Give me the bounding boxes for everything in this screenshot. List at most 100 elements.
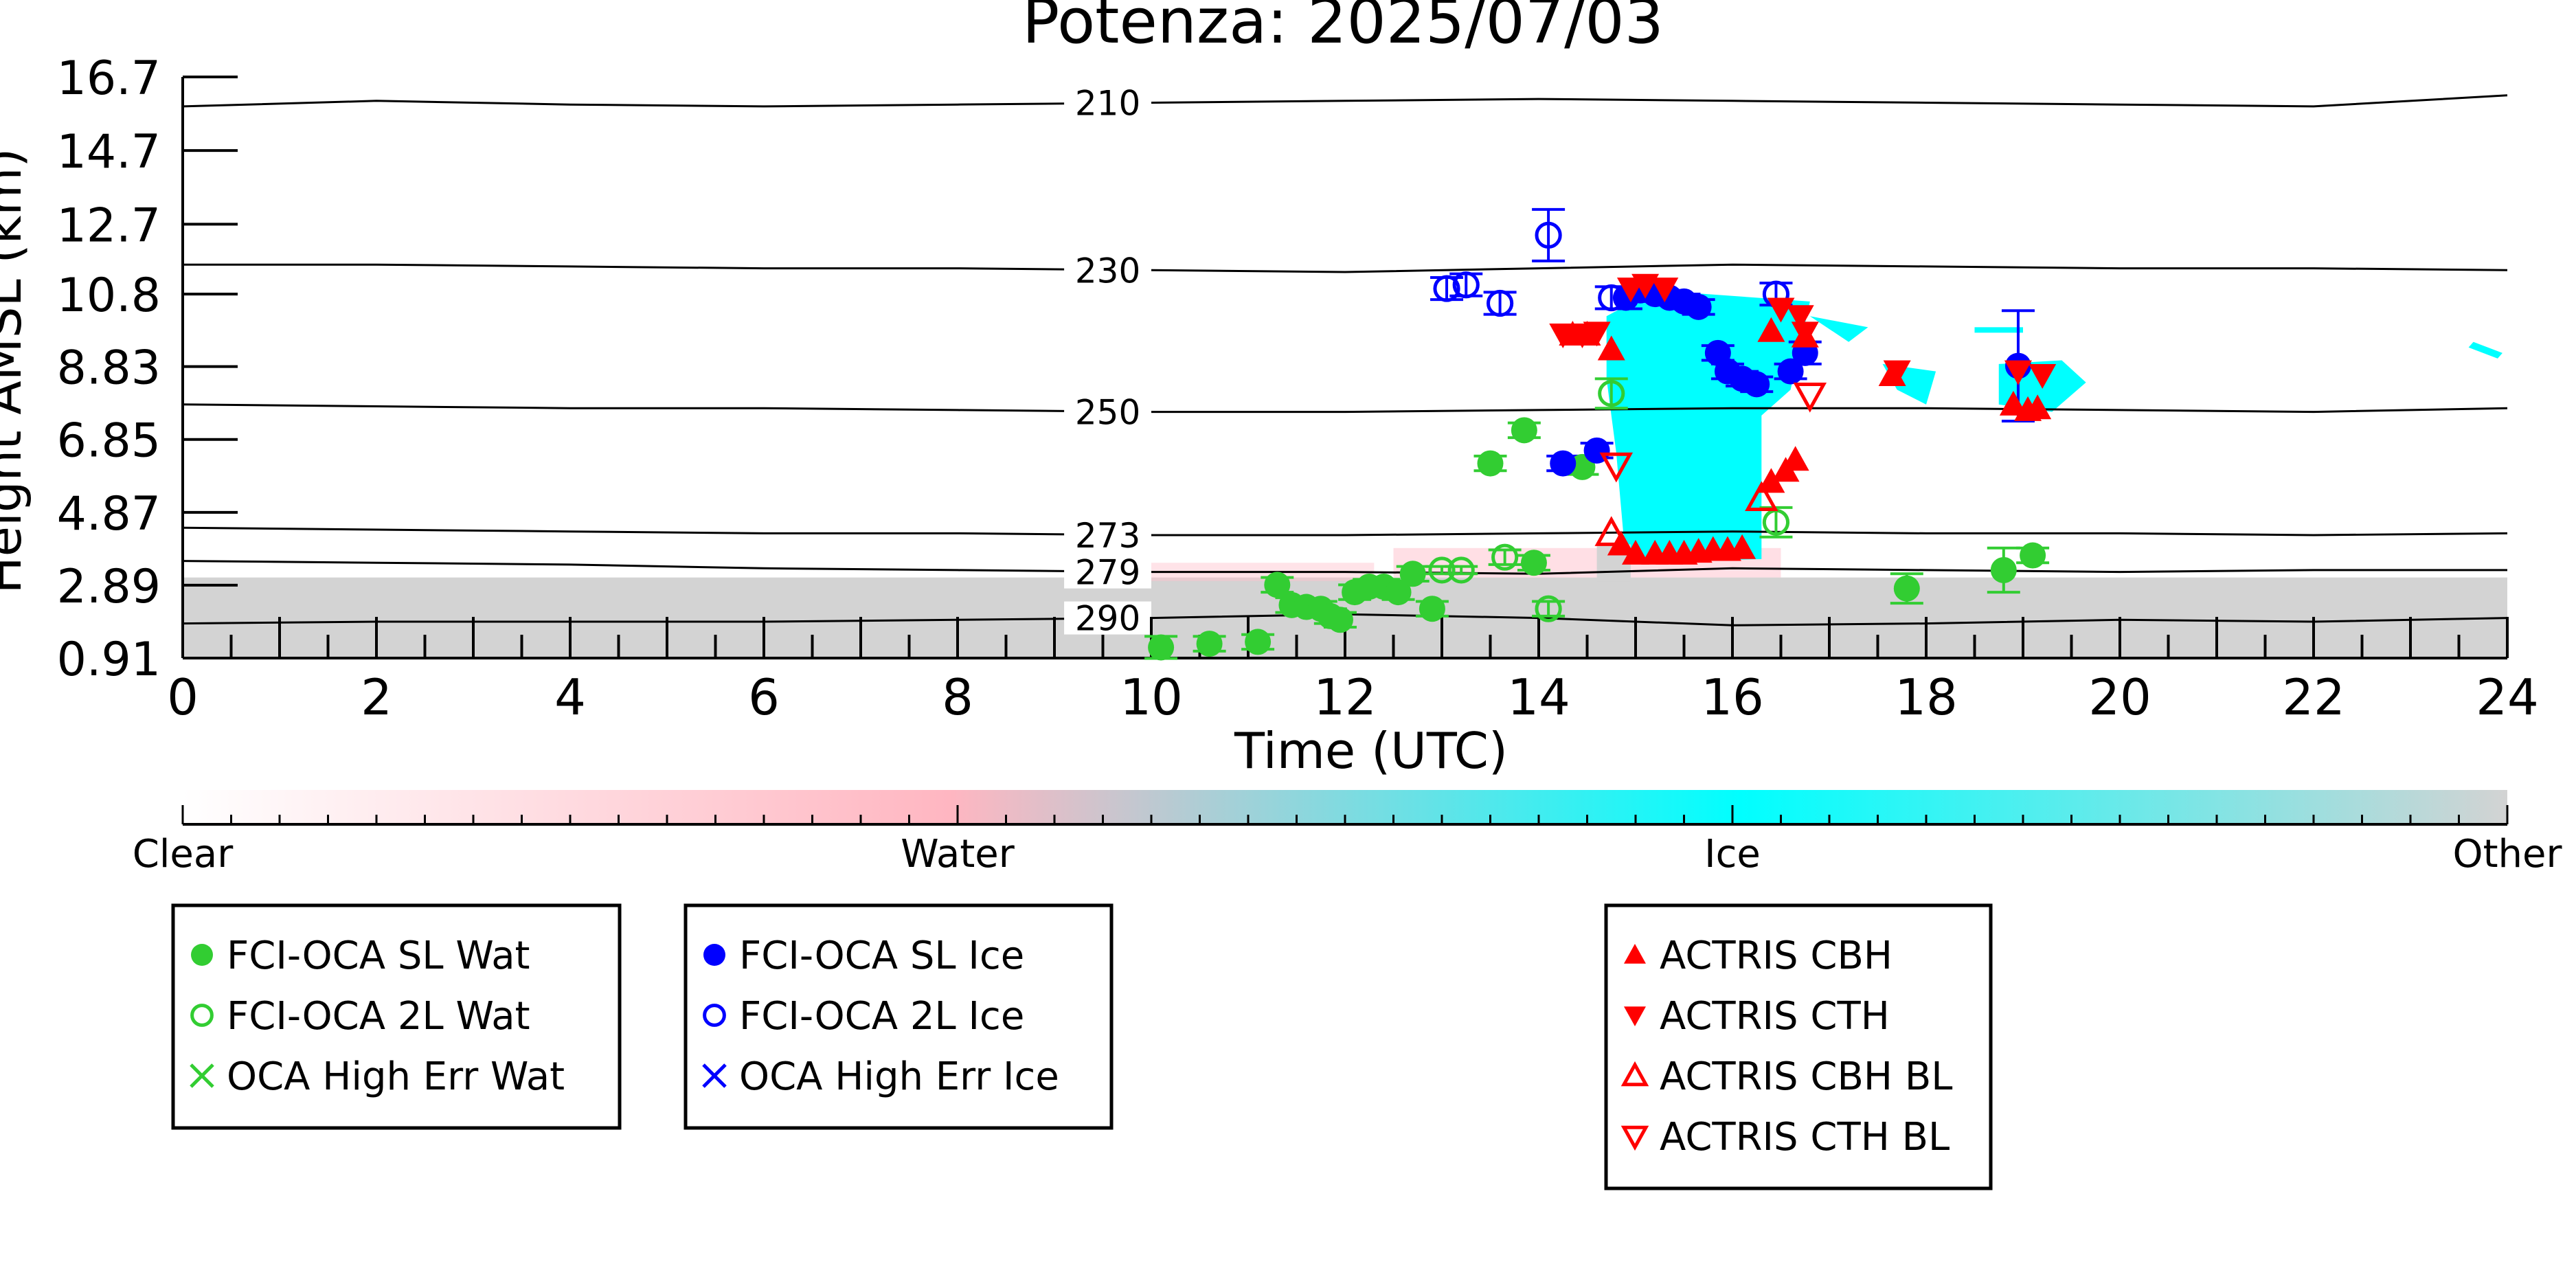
isotherm-label: 250 [1075, 393, 1140, 433]
legend-box-3: ACTRIS CBH ACTRIS CTH ACTRIS CBH BL ACTRIS … [1604, 903, 1993, 1190]
y-tick-label: 12.7 [57, 199, 161, 253]
fci-oca-2l-ice-marker [1598, 284, 1625, 312]
y-axis-label: Height AMSL (km) [0, 148, 32, 594]
fci-oca-sl-wat-marker [1893, 575, 1920, 602]
fci-oca-sl-wat-marker [1326, 607, 1353, 633]
fci-oca-sl-wat-marker [1264, 572, 1291, 598]
legend-label: ACTRIS CTH [1660, 994, 1890, 1039]
x-tick-label: 22 [2282, 668, 2345, 726]
fci-oca-sl-ice-marker [1550, 450, 1577, 477]
x-axis-label: Time (UTC) [1234, 722, 1508, 780]
y-tick-label: 8.83 [57, 341, 161, 396]
x-tick-label: 8 [942, 668, 973, 726]
legend-marker [702, 1063, 727, 1088]
x-tick-label: 24 [2476, 668, 2539, 726]
isotherm-label: 279 [1075, 553, 1140, 593]
isotherm-279 [182, 560, 2507, 575]
y-tick-label: 0.91 [57, 633, 161, 687]
mask-ice-patch [1809, 316, 1868, 342]
actris-cth-marker [1583, 321, 1611, 347]
actris-cth-bl-marker [1793, 382, 1827, 413]
mask-ice-patch [2468, 341, 2502, 359]
fci-oca-sl-wat-marker [1511, 417, 1537, 444]
actris-cth-marker [2029, 363, 2057, 389]
legend-label: OCA High Err Ice [739, 1054, 1059, 1099]
actris-cth-marker [1791, 321, 1819, 347]
actris-cth-marker [1883, 360, 1911, 385]
fci-oca-2l-wat-marker [1491, 543, 1519, 571]
legend-box-2: FCI-OCA SL Ice FCI-OCA 2L Ice OCA High Err… [683, 903, 1114, 1130]
colorbar-label-ice: Ice [1704, 832, 1761, 877]
fci-oca-sl-wat-marker [1196, 631, 1223, 657]
isotherm-250 [182, 403, 2508, 414]
fci-oca-sl-wat-marker [1419, 596, 1445, 622]
isotherm-label-bg [1064, 86, 1151, 120]
x-tick-label: 10 [1120, 668, 1183, 726]
legend-label: ACTRIS CBH BL [1660, 1054, 1952, 1099]
actris-cth-bl-marker [1599, 452, 1634, 483]
actris-cbh-bl-marker [1745, 481, 1778, 511]
legend-marker [1624, 1006, 1646, 1026]
x-stroke [190, 1063, 214, 1088]
isotherm-label: 230 [1075, 251, 1140, 291]
legend-label: FCI-OCA 2L Ice [739, 994, 1024, 1039]
legend-marker [1620, 1061, 1649, 1087]
x-tick-label: 2 [361, 668, 392, 726]
fci-oca-sl-ice-marker [1777, 358, 1804, 385]
legend-marker [190, 1063, 214, 1088]
actris-cbh-marker [1757, 317, 1785, 342]
cloud-mask-background [183, 290, 2507, 658]
chart-title: Potenza: 2025/07/03 [1022, 0, 1664, 58]
fci-oca-2l-wat-marker [1598, 380, 1625, 407]
y-tick-label: 4.87 [57, 487, 161, 541]
y-tick-label: 6.85 [57, 414, 161, 468]
x-tick-label: 6 [748, 668, 780, 726]
fci-oca-sl-wat-marker [2020, 542, 2046, 569]
actris-cbh-marker [1728, 534, 1756, 559]
fci-oca-2l-ice-marker [1433, 275, 1460, 302]
legend-marker [191, 944, 213, 966]
actris-cth-marker [1549, 324, 1577, 349]
data-markers [1148, 221, 2057, 661]
actris-cbh-marker [1999, 390, 2027, 416]
x-tick-label: 18 [1895, 668, 1958, 726]
actris-cbh-marker [1781, 446, 1809, 471]
y-tick-label: 10.8 [57, 269, 161, 323]
legend-marker [703, 1004, 726, 1027]
isotherm-label: 290 [1075, 599, 1140, 639]
fci-oca-2l-wat-marker [1428, 556, 1456, 584]
x-tick-label: 4 [554, 668, 586, 726]
colorbar-label-water: Water [901, 832, 1015, 877]
isotherm-label-bg [1064, 601, 1151, 635]
isotherm-210 [182, 94, 2508, 108]
isotherm-label-bg [1064, 395, 1151, 429]
actris-cth-marker [1651, 278, 1679, 303]
legend-box-1: FCI-OCA SL Wat FCI-OCA 2L Wat OCA High Err… [171, 903, 622, 1130]
fci-oca-sl-wat-marker [1245, 629, 1272, 655]
legend-marker [1624, 944, 1646, 964]
isotherm-label-bg [1064, 519, 1151, 552]
phase-colorbar: Clear Water Ice Other [133, 790, 2562, 877]
actris-cbh-bl-marker [1594, 516, 1628, 546]
isotherm-label: 273 [1075, 516, 1140, 556]
mask-ice-main [1606, 290, 1810, 563]
actris-cth-marker [1631, 273, 1660, 299]
x-stroke [702, 1063, 727, 1088]
fci-oca-sl-wat-marker [1520, 550, 1547, 576]
fci-oca-sl-ice-marker [1685, 293, 1712, 320]
colorbar-label-clear: Clear [133, 832, 234, 877]
legend-label: ACTRIS CBH [1660, 934, 1893, 978]
actris-cbh-marker [1622, 539, 1649, 565]
legend-label: FCI-OCA 2L Wat [227, 994, 530, 1039]
actris-cth-marker [1767, 297, 1795, 323]
mask-ice-patch [1974, 327, 2023, 333]
colorbar-label-other: Other [2452, 832, 2562, 877]
isotherm-label: 210 [1075, 84, 1140, 124]
legend-marker [1620, 1125, 1649, 1151]
isotherm-273 [182, 526, 2508, 536]
isotherm-230 [183, 263, 2508, 273]
actris-cbh-marker [2024, 394, 2052, 420]
fci-oca-sl-wat-marker [1148, 634, 1175, 661]
